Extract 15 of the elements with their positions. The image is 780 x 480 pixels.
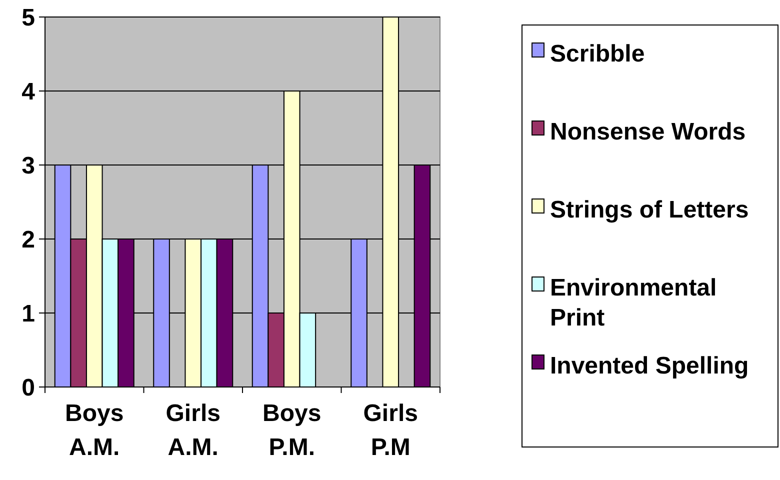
y-tick-label: 2 — [22, 226, 35, 254]
legend-label: Invented Spelling — [550, 352, 749, 380]
x-tick-label: Girls P.M — [363, 400, 418, 461]
x-tick-label: Boys P.M. — [262, 400, 322, 461]
y-tick-label: 4 — [22, 78, 36, 106]
y-tick-label: 0 — [22, 374, 35, 402]
legend-label: Nonsense Words — [550, 118, 746, 146]
y-tick-label: 5 — [22, 4, 35, 32]
legend-label: Environmental Print — [550, 274, 717, 332]
x-tick-label: Girls A.M. — [166, 400, 220, 461]
y-tick-label: 3 — [22, 152, 35, 180]
y-tick-label: 1 — [22, 300, 35, 328]
x-tick-label: Boys A.M. — [65, 400, 124, 461]
legend-label: Strings of Letters — [550, 196, 749, 224]
legend-label: Scribble — [550, 40, 645, 68]
